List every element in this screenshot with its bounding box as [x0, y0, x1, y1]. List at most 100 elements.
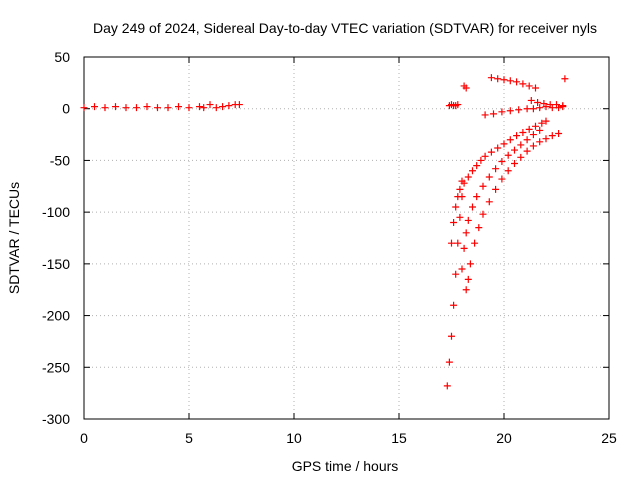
data-point [456, 185, 464, 193]
x-tick-label: 25 [601, 430, 617, 446]
data-point [511, 160, 518, 168]
x-tick-label: 10 [286, 430, 302, 446]
data-point [519, 129, 527, 137]
data-point [464, 216, 472, 224]
data-point [448, 239, 455, 247]
data-point [542, 117, 550, 125]
data-point [487, 74, 495, 82]
data-point [454, 239, 462, 247]
data-point [532, 122, 539, 130]
data-point [122, 104, 130, 112]
x-tick-label: 0 [80, 430, 88, 446]
data-point [485, 173, 493, 181]
data-point [469, 203, 476, 211]
data-point [143, 103, 151, 111]
data-point [450, 218, 458, 226]
data-point [534, 99, 542, 107]
data-point [498, 157, 506, 165]
data-point [456, 213, 464, 221]
y-tick-label: 0 [62, 101, 70, 117]
data-point [529, 105, 537, 113]
y-tick-label: 50 [54, 49, 70, 65]
data-point [517, 153, 525, 161]
x-tick-label: 15 [391, 430, 407, 446]
data-point [471, 239, 479, 247]
data-point [462, 286, 470, 294]
data-point [513, 132, 521, 140]
y-tick-label: -100 [42, 204, 70, 220]
data-point [462, 229, 470, 237]
data-points [80, 74, 569, 390]
y-tick-label: -50 [50, 152, 70, 168]
data-point [481, 152, 489, 160]
data-point [529, 131, 537, 139]
data-point [450, 301, 458, 309]
data-point [133, 104, 140, 112]
grid-lines [84, 57, 609, 419]
data-point [504, 167, 512, 175]
data-point [536, 138, 544, 146]
y-tick-label: -150 [42, 256, 70, 272]
data-point [445, 358, 453, 366]
data-point [500, 140, 508, 148]
y-axis-label: SDTVAR / TECUs [6, 182, 22, 294]
data-point [523, 105, 531, 113]
data-point [464, 275, 472, 283]
data-point [536, 104, 544, 112]
data-point [460, 244, 468, 252]
data-point [485, 198, 493, 206]
data-point [454, 101, 462, 109]
data-point [553, 101, 560, 109]
y-tick-label: -250 [42, 359, 70, 375]
data-point [532, 84, 539, 92]
data-point [523, 136, 531, 144]
data-point [498, 175, 506, 183]
x-axis: 0 5 10 15 20 25 [80, 57, 617, 446]
data-point [559, 102, 567, 110]
x-axis-label: GPS time / hours [292, 458, 399, 474]
plot-frame [83, 56, 610, 420]
data-point [154, 104, 161, 112]
data-point [458, 265, 466, 273]
data-point [458, 177, 466, 185]
data-point [448, 332, 455, 340]
data-point [454, 193, 462, 201]
data-point [513, 78, 521, 86]
data-point [473, 193, 481, 201]
data-point [212, 104, 220, 112]
data-point [542, 135, 550, 143]
data-point [462, 84, 470, 92]
data-point [506, 136, 514, 144]
data-point [466, 260, 474, 268]
x-tick-label: 20 [496, 430, 512, 446]
data-point [494, 144, 502, 152]
data-point [112, 103, 119, 111]
data-point [479, 210, 487, 218]
data-point [464, 173, 472, 181]
data-point [219, 103, 227, 111]
data-point [452, 270, 460, 278]
data-point [515, 106, 523, 114]
data-point [175, 103, 182, 111]
data-point [548, 132, 556, 140]
data-point [492, 165, 500, 173]
data-point [235, 101, 243, 109]
data-point [80, 104, 88, 112]
data-point [517, 141, 525, 149]
data-point [101, 104, 109, 112]
y-axis: 50 0 -50 -100 -150 -200 -250 -300 [42, 49, 609, 427]
data-point [500, 76, 508, 84]
data-point [479, 182, 487, 190]
data-point [490, 110, 497, 118]
y-tick-label: -300 [42, 411, 70, 427]
data-point [538, 119, 546, 127]
data-point [529, 142, 537, 150]
data-point [206, 101, 214, 109]
data-point [492, 185, 500, 193]
data-point [506, 77, 514, 85]
data-point [185, 104, 193, 112]
data-point [481, 111, 489, 119]
data-point [200, 104, 208, 112]
data-point [540, 100, 548, 108]
